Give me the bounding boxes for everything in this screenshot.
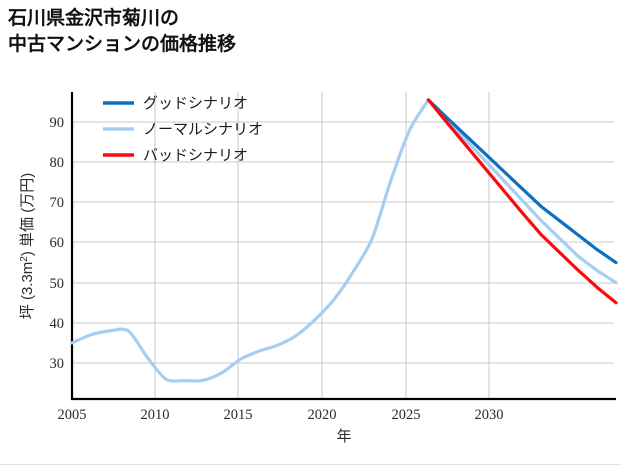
y-tick-40: 40 xyxy=(50,316,65,332)
legend-label-bad: バッドシナリオ xyxy=(143,148,248,164)
y-tick-60: 60 xyxy=(50,235,65,251)
legend-item-bad[interactable]: バッドシナリオ xyxy=(103,148,248,164)
series-lines xyxy=(70,98,618,383)
x-tick-labels: 2005 2010 2015 2020 2025 2030 xyxy=(58,407,504,423)
x-tick-2010: 2010 xyxy=(141,407,170,423)
y-tick-50: 50 xyxy=(50,276,65,292)
svg-text:坪 (3.3m2) 単価 (万円): 坪 (3.3m2) 単価 (万円) xyxy=(19,173,36,319)
y-axis-title: 坪 (3.3m2) 単価 (万円) xyxy=(19,173,36,319)
chart-title: 石川県金沢市菊川の 中古マンションの価格推移 xyxy=(8,8,237,56)
x-tick-2020: 2020 xyxy=(308,407,337,423)
y-axis-title-prefix: 坪 (3.3 xyxy=(19,274,36,319)
y-tick-70: 70 xyxy=(50,195,65,211)
y-tick-90: 90 xyxy=(50,115,65,131)
legend-item-good[interactable]: グッドシナリオ xyxy=(103,95,248,112)
x-tick-2030: 2030 xyxy=(475,407,504,423)
y-tick-80: 80 xyxy=(50,155,65,171)
x-tick-2015: 2015 xyxy=(224,407,253,423)
x-tick-2005: 2005 xyxy=(58,407,87,423)
series-line-good xyxy=(426,98,618,265)
y-tick-labels: 30 40 50 60 70 80 90 xyxy=(50,115,65,372)
y-tick-30: 30 xyxy=(50,356,65,372)
legend-item-normal[interactable]: ノーマルシナリオ xyxy=(103,122,263,138)
legend-label-good: グッドシナリオ xyxy=(143,95,248,112)
x-tick-2025: 2025 xyxy=(392,407,421,423)
chart-legend: グッドシナリオ ノーマルシナリオ バッドシナリオ xyxy=(103,95,263,164)
legend-label-normal: ノーマルシナリオ xyxy=(143,122,263,138)
series-line-normal xyxy=(70,98,618,383)
y-axis-title-rest: ) 単価 (万円) xyxy=(19,173,36,256)
series-line-bad xyxy=(426,98,618,305)
x-axis-title: 年 xyxy=(336,428,351,445)
